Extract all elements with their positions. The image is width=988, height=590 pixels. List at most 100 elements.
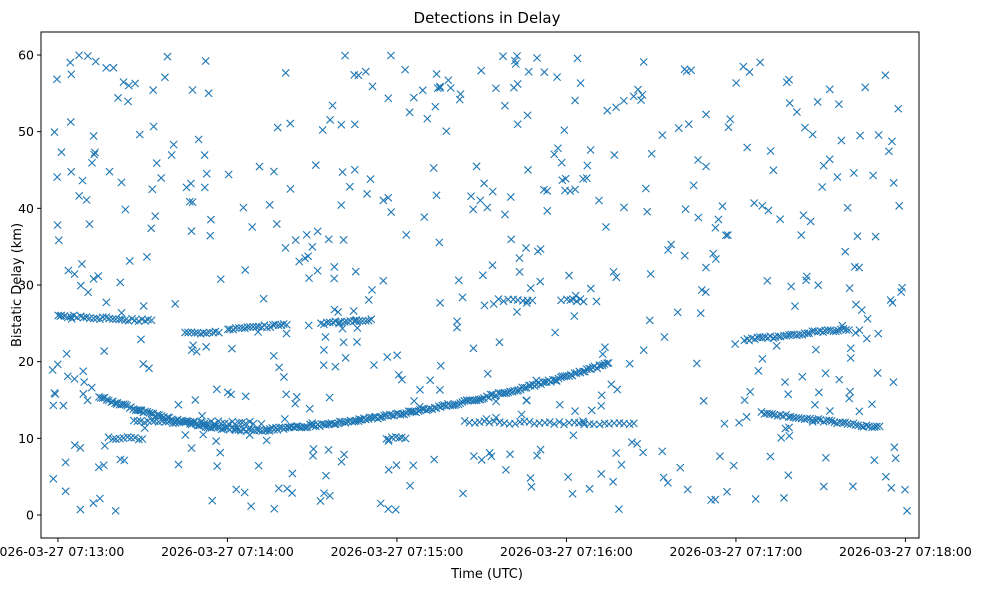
detection-marker <box>586 146 595 154</box>
detection-marker <box>155 411 164 420</box>
detection-marker <box>701 263 710 272</box>
detection-marker <box>274 321 283 330</box>
detection-marker <box>423 114 432 123</box>
detection-marker <box>776 215 785 224</box>
detection-marker <box>239 203 248 212</box>
detection-marker <box>881 71 890 80</box>
detection-marker <box>587 406 596 415</box>
detection-marker <box>240 324 249 333</box>
detection-marker <box>435 238 444 247</box>
detection-marker <box>552 377 561 385</box>
detection-marker <box>846 354 855 363</box>
detection-marker <box>843 203 852 212</box>
detection-marker <box>477 66 486 75</box>
detection-marker <box>361 67 370 76</box>
detection-marker <box>499 52 508 61</box>
detection-marker <box>769 166 778 175</box>
detection-marker <box>862 334 871 343</box>
detection-marker <box>286 184 295 193</box>
detection-marker <box>49 401 58 410</box>
detection-marker <box>124 316 133 325</box>
x-axis-ticks: 2026-03-27 07:13:00 2026-03-27 07:14:00 20… <box>0 538 972 559</box>
detection-marker <box>452 323 461 332</box>
detection-marker <box>589 420 598 429</box>
detection-marker <box>485 448 494 457</box>
detection-marker <box>334 308 343 316</box>
detection-marker <box>420 213 429 222</box>
detection-marker <box>844 326 853 335</box>
detection-marker <box>889 378 898 387</box>
detection-marker <box>94 272 103 281</box>
detection-marker <box>305 404 314 413</box>
detection-marker <box>295 257 304 266</box>
detection-marker <box>746 387 755 396</box>
detection-marker <box>619 203 628 212</box>
detection-marker <box>49 474 58 483</box>
detection-marker <box>318 126 327 135</box>
detection-marker <box>520 383 529 392</box>
detection-marker <box>456 90 465 99</box>
detection-marker <box>808 130 817 139</box>
detection-marker <box>884 147 893 156</box>
detection-marker <box>517 410 526 419</box>
detection-marker <box>779 493 788 502</box>
detection-marker <box>887 137 896 146</box>
detection-marker <box>639 57 648 66</box>
detection-marker <box>803 329 812 338</box>
detection-marker <box>558 176 567 185</box>
detection-marker <box>331 420 340 429</box>
detection-marker <box>492 397 501 406</box>
detection-marker <box>571 291 580 300</box>
detection-marker <box>83 52 92 61</box>
detection-marker <box>321 471 330 480</box>
detection-marker <box>330 274 339 283</box>
detection-marker <box>102 298 111 307</box>
detection-marker <box>167 151 176 159</box>
detection-marker <box>206 231 215 240</box>
detection-marker <box>199 328 208 337</box>
detection-marker <box>343 317 352 326</box>
detection-marker <box>819 482 828 491</box>
detection-marker <box>143 407 152 416</box>
detection-marker <box>286 119 295 128</box>
detection-marker <box>432 70 441 79</box>
detection-marker <box>341 51 350 60</box>
y-tick-label: 60 <box>18 48 34 63</box>
detection-marker <box>59 401 68 410</box>
detection-marker <box>127 433 136 442</box>
detection-marker <box>369 361 378 370</box>
detection-marker <box>837 136 846 145</box>
detection-marker <box>387 208 396 217</box>
detection-marker <box>595 361 604 370</box>
detection-marker <box>507 235 516 244</box>
detection-marker <box>56 312 65 321</box>
x-tick-label: 2026-03-27 07:15:00 <box>331 544 464 559</box>
detection-marker <box>188 198 197 207</box>
detection-marker <box>514 386 523 395</box>
detection-marker <box>872 422 881 431</box>
detection-marker <box>202 169 211 178</box>
detection-marker <box>185 197 194 206</box>
detection-marker <box>637 96 646 105</box>
detection-marker <box>249 419 258 428</box>
detection-marker <box>696 309 705 318</box>
detection-marker <box>682 67 691 76</box>
detection-marker <box>714 215 723 224</box>
detection-marker <box>533 451 542 460</box>
detection-marker <box>838 418 847 427</box>
detection-marker <box>509 83 518 92</box>
detection-marker <box>376 413 385 422</box>
detection-marker <box>513 51 522 60</box>
detection-marker <box>681 205 690 214</box>
detection-marker <box>803 414 812 423</box>
detection-marker <box>54 311 63 320</box>
detection-marker <box>888 298 897 307</box>
detection-marker <box>163 52 172 61</box>
detection-marker <box>134 435 143 444</box>
detection-marker <box>795 330 804 339</box>
detection-marker <box>745 67 754 76</box>
detection-marker <box>751 495 760 503</box>
detection-marker <box>614 505 623 514</box>
detection-marker <box>204 89 213 98</box>
